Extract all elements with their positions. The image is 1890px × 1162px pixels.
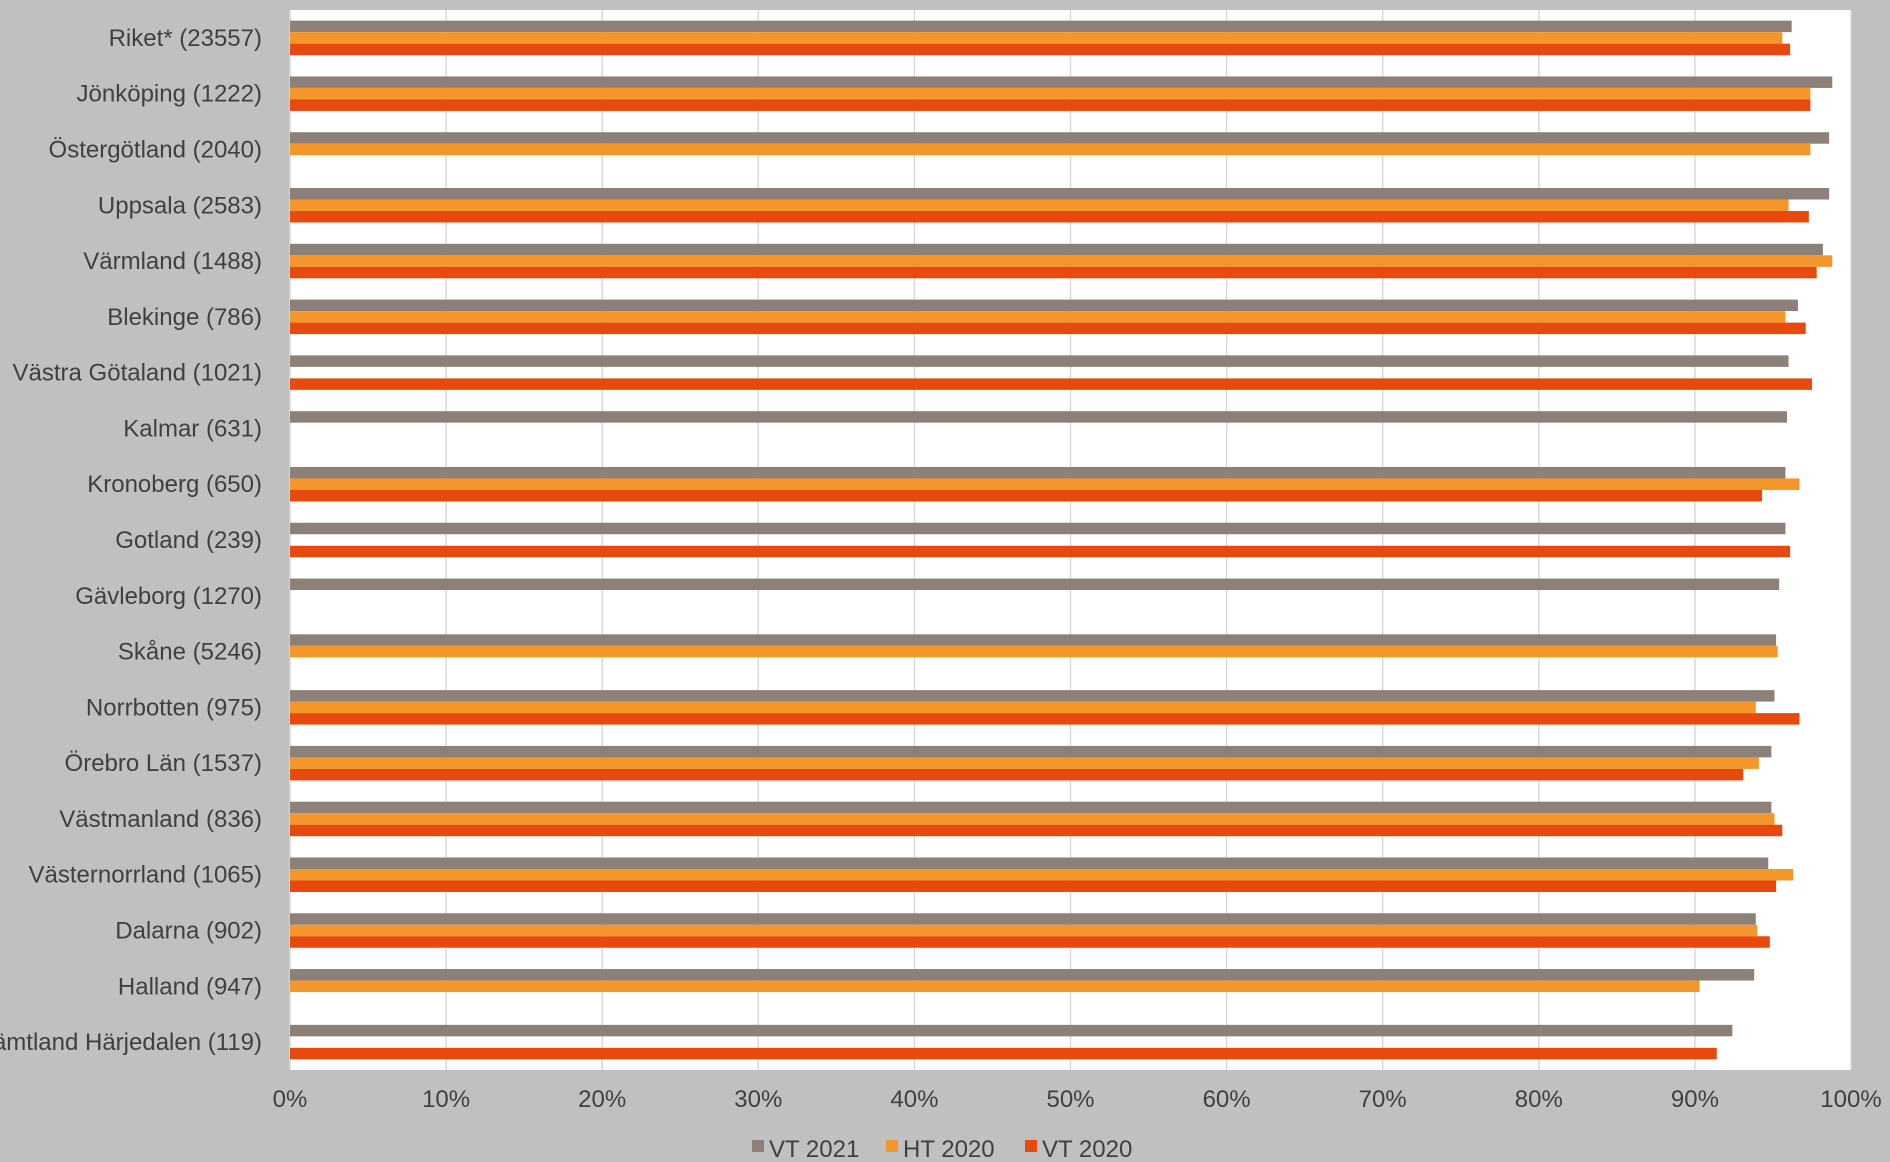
bar-16-1 — [290, 924, 1758, 937]
bar-5-2 — [290, 322, 1806, 335]
bar-3-1 — [290, 199, 1789, 212]
category-label: Kalmar (631) — [123, 415, 262, 442]
bar-4-0 — [290, 243, 1823, 256]
category-label: Jönköping (1222) — [77, 81, 262, 108]
x-tick-label: 10% — [422, 1086, 470, 1113]
bar-5-1 — [290, 311, 1786, 323]
category-label: Halland (947) — [118, 973, 262, 1000]
bar-8-0 — [290, 466, 1786, 479]
bar-16-0 — [290, 913, 1756, 925]
bar-series — [290, 20, 1833, 1060]
bar-11-0 — [290, 634, 1777, 646]
bar-8-1 — [290, 478, 1800, 490]
legend-label-2: VT 2020 — [1042, 1136, 1132, 1162]
category-label: Uppsala (2583) — [98, 192, 262, 219]
gridlines — [289, 10, 1852, 1070]
bar-9-2 — [290, 545, 1791, 558]
category-label: Värmland (1488) — [83, 248, 262, 275]
bar-0-0 — [290, 20, 1792, 33]
category-label: Gotland (239) — [115, 527, 262, 554]
legend-swatch-1 — [886, 1140, 898, 1152]
bar-17-1 — [290, 980, 1700, 993]
bar-6-2 — [290, 378, 1812, 390]
bar-12-0 — [290, 690, 1775, 702]
x-tick-label: 70% — [1359, 1086, 1407, 1113]
bar-2-0 — [290, 132, 1830, 144]
bar-3-2 — [290, 211, 1809, 223]
bar-14-2 — [290, 824, 1783, 837]
bar-18-2 — [290, 1047, 1717, 1060]
bar-13-0 — [290, 745, 1772, 758]
bar-2-1 — [290, 143, 1811, 156]
bar-7-0 — [290, 411, 1787, 423]
x-tick-label: 100% — [1820, 1086, 1881, 1113]
bar-4-2 — [290, 266, 1817, 279]
category-label: Riket* (23557) — [109, 25, 262, 52]
bar-0-2 — [290, 43, 1791, 56]
bar-11-1 — [290, 645, 1778, 658]
bar-14-1 — [290, 813, 1775, 825]
legend-swatch-2 — [1025, 1140, 1037, 1152]
category-label: Norrbotten (975) — [86, 694, 262, 721]
bar-1-2 — [290, 99, 1811, 111]
bar-18-0 — [290, 1024, 1733, 1037]
x-tick-label: 90% — [1671, 1086, 1719, 1113]
bar-10-0 — [290, 578, 1780, 591]
bar-4-1 — [290, 255, 1833, 267]
bar-14-0 — [290, 801, 1772, 814]
bar-17-0 — [290, 969, 1755, 981]
x-tick-label: 50% — [1046, 1086, 1094, 1113]
bar-3-0 — [290, 188, 1830, 200]
bar-1-1 — [290, 87, 1811, 100]
x-tick-label: 80% — [1515, 1086, 1563, 1113]
bar-13-2 — [290, 768, 1744, 781]
x-tick-label: 0% — [273, 1086, 308, 1113]
bar-1-0 — [290, 76, 1833, 88]
category-label: Västra Götaland (1021) — [13, 360, 262, 387]
category-label: Blekinge (786) — [107, 304, 262, 331]
bar-15-0 — [290, 857, 1769, 869]
x-tick-label: 60% — [1203, 1086, 1251, 1113]
bar-12-2 — [290, 713, 1800, 725]
x-tick-label: 30% — [734, 1086, 782, 1113]
category-label: Västernorrland (1065) — [29, 862, 262, 889]
legend-label-0: VT 2021 — [769, 1136, 859, 1162]
bar-6-0 — [290, 355, 1789, 367]
category-label: Örebro Län (1537) — [65, 750, 262, 777]
category-labels: Riket* (23557) Jönköping (1222) Östergötla… — [0, 25, 262, 1056]
bar-13-1 — [290, 757, 1759, 769]
bar-0-1 — [290, 32, 1783, 44]
bar-15-1 — [290, 868, 1794, 881]
category-label: Dalarna (902) — [115, 918, 262, 945]
x-axis-ticks: 0% 10% 20% 30% 40% 50% 60% 70% 80% 90% 100% — [273, 1086, 1882, 1113]
bar-9-0 — [290, 522, 1786, 535]
x-tick-label: 40% — [890, 1086, 938, 1113]
bar-5-0 — [290, 299, 1798, 312]
legend-label-1: HT 2020 — [903, 1136, 995, 1162]
x-tick-label: 20% — [578, 1086, 626, 1113]
bar-12-1 — [290, 701, 1756, 714]
category-label: Jämtland Härjedalen (119) — [0, 1029, 262, 1056]
category-label: Västmanland (836) — [59, 806, 262, 833]
category-label: Skåne (5246) — [118, 639, 262, 666]
legend-swatch-0 — [752, 1140, 764, 1152]
category-label: Gävleborg (1270) — [75, 583, 262, 610]
category-label: Kronoberg (650) — [87, 471, 262, 498]
category-label: Östergötland (2040) — [49, 136, 262, 163]
bar-16-2 — [290, 936, 1770, 948]
legend: VT 2021 HT 2020 VT 2020 — [752, 1136, 1132, 1162]
bar-15-2 — [290, 880, 1777, 892]
bar-8-2 — [290, 489, 1763, 502]
